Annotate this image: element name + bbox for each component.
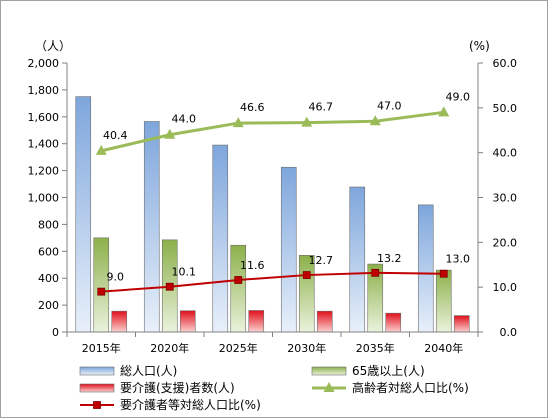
line-1-data-label: 46.6 bbox=[240, 101, 265, 114]
legend-label: 要介護(支援)者数(人) bbox=[120, 380, 235, 395]
line-1-marker bbox=[438, 106, 450, 117]
right-tick-label: 60.0 bbox=[493, 57, 518, 70]
legend-swatch bbox=[79, 383, 115, 393]
bar-2 bbox=[435, 269, 452, 333]
right-tick-label: 0.0 bbox=[500, 326, 518, 339]
line-series: 40.4 44.0 46.6 46.7 47.0 49.0 9.0 10.1 11.6 12.7 1… bbox=[95, 90, 471, 296]
x-tick-label: 2035年 bbox=[356, 341, 395, 355]
line-2-data-label: 10.1 bbox=[172, 266, 197, 279]
left-tick-label: 0 bbox=[52, 326, 59, 339]
legend-label: 要介護者等対総人口比(%) bbox=[120, 397, 261, 412]
x-axis-ticks: 2015年 2020年 2025年 2030年 2035年 2040年 bbox=[66, 332, 479, 355]
line-2-marker bbox=[234, 276, 243, 284]
right-tick-label: 40.0 bbox=[493, 147, 518, 160]
legend-swatch bbox=[311, 366, 347, 376]
left-axis-ticks: 0 200 400 600 800 1,000 1,200 1,400 1,600 1,800 2,… bbox=[28, 57, 67, 339]
line-2 bbox=[101, 271, 444, 293]
bar-3 bbox=[179, 310, 196, 333]
bar-series bbox=[75, 96, 470, 333]
legend: 総人口(人) 65歳以上(人) 要介護(支援)者数(人) 高齢者対総人口比(%) 要介護… bbox=[79, 364, 469, 412]
line-1-marker bbox=[95, 144, 107, 155]
bar-3 bbox=[385, 312, 402, 333]
line-1-data-label: 47.0 bbox=[377, 99, 402, 112]
x-tick-label: 2030年 bbox=[287, 341, 326, 355]
bar-3 bbox=[248, 310, 265, 333]
legend-marker bbox=[93, 401, 101, 409]
right-tick-label: 20.0 bbox=[493, 236, 518, 249]
right-tick-label: 10.0 bbox=[493, 281, 518, 294]
x-tick-label: 2015年 bbox=[82, 341, 121, 355]
line-1-data-label: 40.4 bbox=[103, 129, 128, 142]
x-tick-label: 2020年 bbox=[150, 341, 189, 355]
bar-2 bbox=[93, 237, 110, 333]
legend-label: 総人口(人) bbox=[120, 364, 177, 378]
bar-1 bbox=[143, 121, 160, 333]
right-tick-label: 50.0 bbox=[493, 102, 518, 115]
line-2-data-label: 9.0 bbox=[107, 271, 125, 284]
bar-3 bbox=[111, 310, 128, 333]
line-2-data-label: 13.0 bbox=[446, 253, 471, 266]
axes bbox=[66, 63, 479, 333]
legend-marker bbox=[323, 382, 335, 392]
bar-3 bbox=[316, 310, 333, 333]
right-tick-label: 30.0 bbox=[493, 192, 518, 205]
line-2-data-label: 13.2 bbox=[377, 252, 402, 265]
line-2-data-label: 12.7 bbox=[309, 254, 334, 267]
left-tick-label: 2,000 bbox=[28, 57, 60, 70]
left-tick-label: 1,800 bbox=[28, 84, 60, 97]
line-1-marker bbox=[301, 116, 313, 127]
left-tick-label: 600 bbox=[38, 245, 59, 258]
line-2-marker bbox=[97, 287, 106, 296]
left-tick-label: 1,600 bbox=[28, 111, 60, 124]
left-tick-label: 800 bbox=[38, 218, 59, 231]
line-2-marker bbox=[371, 268, 380, 277]
left-tick-label: 1,000 bbox=[28, 192, 60, 205]
bar-1 bbox=[212, 144, 229, 333]
line-2-data-label: 11.6 bbox=[240, 259, 265, 272]
line-1-marker bbox=[369, 115, 381, 126]
line-2-marker bbox=[439, 269, 448, 278]
legend-swatch bbox=[79, 366, 115, 376]
line-1-data-label: 44.0 bbox=[172, 113, 197, 126]
bar-1 bbox=[280, 166, 297, 333]
left-axis-unit: （人） bbox=[35, 39, 71, 53]
line-2-marker bbox=[302, 271, 311, 279]
line-1-marker bbox=[232, 117, 244, 128]
line-1-marker bbox=[164, 128, 176, 139]
bar-1 bbox=[75, 96, 92, 333]
bar-3 bbox=[453, 315, 470, 333]
right-axis-ticks: 0.0 10.0 20.0 30.0 40.0 50.0 60.0 bbox=[478, 57, 517, 339]
line-1-data-label: 49.0 bbox=[446, 90, 471, 103]
right-axis-unit: (%) bbox=[469, 39, 490, 53]
x-tick-label: 2025年 bbox=[219, 341, 258, 355]
legend-label: 65歳以上(人) bbox=[352, 364, 425, 378]
left-tick-label: 1,400 bbox=[28, 138, 60, 151]
bar-1 bbox=[349, 186, 366, 333]
left-tick-label: 200 bbox=[38, 299, 59, 312]
line-1-data-label: 46.7 bbox=[309, 101, 334, 114]
bar-1 bbox=[417, 204, 434, 333]
line-2-marker bbox=[165, 282, 174, 291]
legend-label: 高齢者対総人口比(%) bbox=[352, 380, 469, 395]
x-tick-label: 2040年 bbox=[424, 341, 463, 355]
left-tick-label: 1,200 bbox=[28, 165, 60, 178]
line-1 bbox=[100, 110, 444, 153]
left-tick-label: 400 bbox=[38, 272, 59, 285]
